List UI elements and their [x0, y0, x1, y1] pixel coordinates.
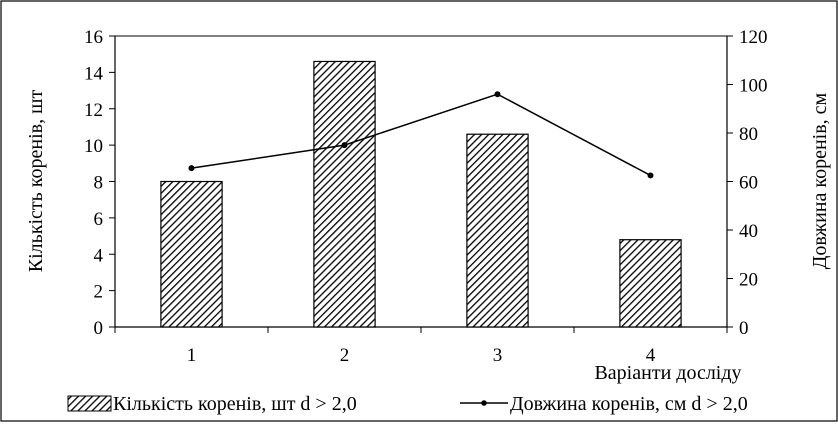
y-left-axis-title: Кількість коренів, шт	[25, 90, 47, 273]
line-point	[494, 91, 501, 98]
legend-bar-swatch	[67, 395, 112, 412]
bar	[619, 239, 682, 328]
y-right-axis-title: Довжина коренів, см	[809, 92, 831, 269]
line-point	[188, 165, 195, 172]
series-line	[191, 93, 651, 177]
bar	[466, 133, 529, 328]
y-right-tick-label: 40	[739, 221, 758, 242]
legend-bar-label: Кількість коренів, шт d > 2,0	[113, 393, 357, 415]
bar	[313, 60, 376, 328]
y-left-tick-label: 12	[84, 100, 103, 121]
x-tick-label: 4	[646, 345, 656, 366]
y-left-tick-label: 14	[84, 63, 104, 84]
legend: Кількість коренів, шт d > 2,0 Довжина ко…	[67, 393, 748, 415]
bar-series	[160, 60, 682, 328]
line-series	[188, 91, 654, 179]
line-point	[647, 172, 654, 179]
right-axis-ticks: 0 20 40 60 80 100 120	[727, 27, 768, 339]
y-left-tick-label: 10	[84, 136, 103, 157]
line-point	[341, 142, 348, 149]
x-axis-ticks: 1 2 3 4	[114, 327, 728, 366]
x-tick-label: 3	[493, 345, 503, 366]
y-right-tick-label: 0	[739, 318, 749, 339]
legend-line-label: Довжина коренів, см d > 2,0	[510, 393, 748, 415]
y-right-tick-label: 60	[739, 173, 758, 194]
bar	[160, 180, 223, 328]
x-axis-title: Варіанти досліду	[594, 362, 741, 384]
y-left-tick-label: 4	[94, 245, 104, 266]
y-left-tick-label: 2	[94, 282, 104, 303]
legend-line-marker	[481, 400, 487, 406]
y-right-tick-label: 20	[739, 270, 758, 291]
y-left-tick-label: 6	[94, 209, 104, 230]
y-right-tick-label: 80	[739, 124, 758, 145]
x-tick-label: 2	[340, 345, 350, 366]
y-left-tick-label: 0	[94, 318, 104, 339]
left-axis-ticks: 0 2 4 6 8 10 12 14 16	[84, 27, 115, 339]
y-left-tick-label: 8	[94, 173, 104, 194]
y-right-tick-label: 100	[739, 76, 768, 97]
y-left-tick-label: 16	[84, 27, 103, 48]
x-tick-label: 1	[187, 345, 197, 366]
y-right-tick-label: 120	[739, 27, 768, 48]
